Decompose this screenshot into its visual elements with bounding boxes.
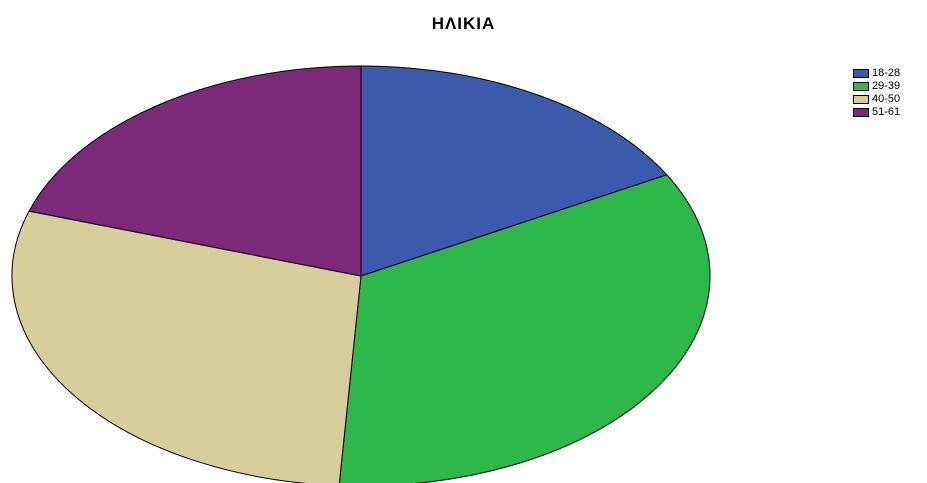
legend-swatch bbox=[853, 82, 869, 91]
legend-label: 51-61 bbox=[872, 106, 901, 118]
legend-swatch bbox=[853, 108, 869, 117]
legend-item: 29-39 bbox=[853, 80, 900, 93]
legend: 18-28 29-39 40-50 51-61 bbox=[853, 67, 900, 119]
legend-swatch bbox=[853, 69, 869, 78]
pie-slice-51-61 bbox=[28, 65, 362, 277]
legend-item: 51-61 bbox=[853, 106, 900, 119]
legend-swatch bbox=[853, 95, 869, 104]
legend-label: 29-39 bbox=[872, 80, 901, 92]
pie-slice-18-28 bbox=[360, 65, 668, 277]
legend-item: 40-50 bbox=[853, 93, 900, 106]
legend-label: 40-50 bbox=[872, 93, 901, 105]
legend-item: 18-28 bbox=[853, 67, 900, 80]
pie-slice-40-50 bbox=[11, 210, 362, 483]
chart-title: ΗΛΙΚΙΑ bbox=[431, 14, 496, 33]
legend-label: 18-28 bbox=[872, 67, 901, 79]
pie-slice-29-39 bbox=[338, 174, 711, 483]
